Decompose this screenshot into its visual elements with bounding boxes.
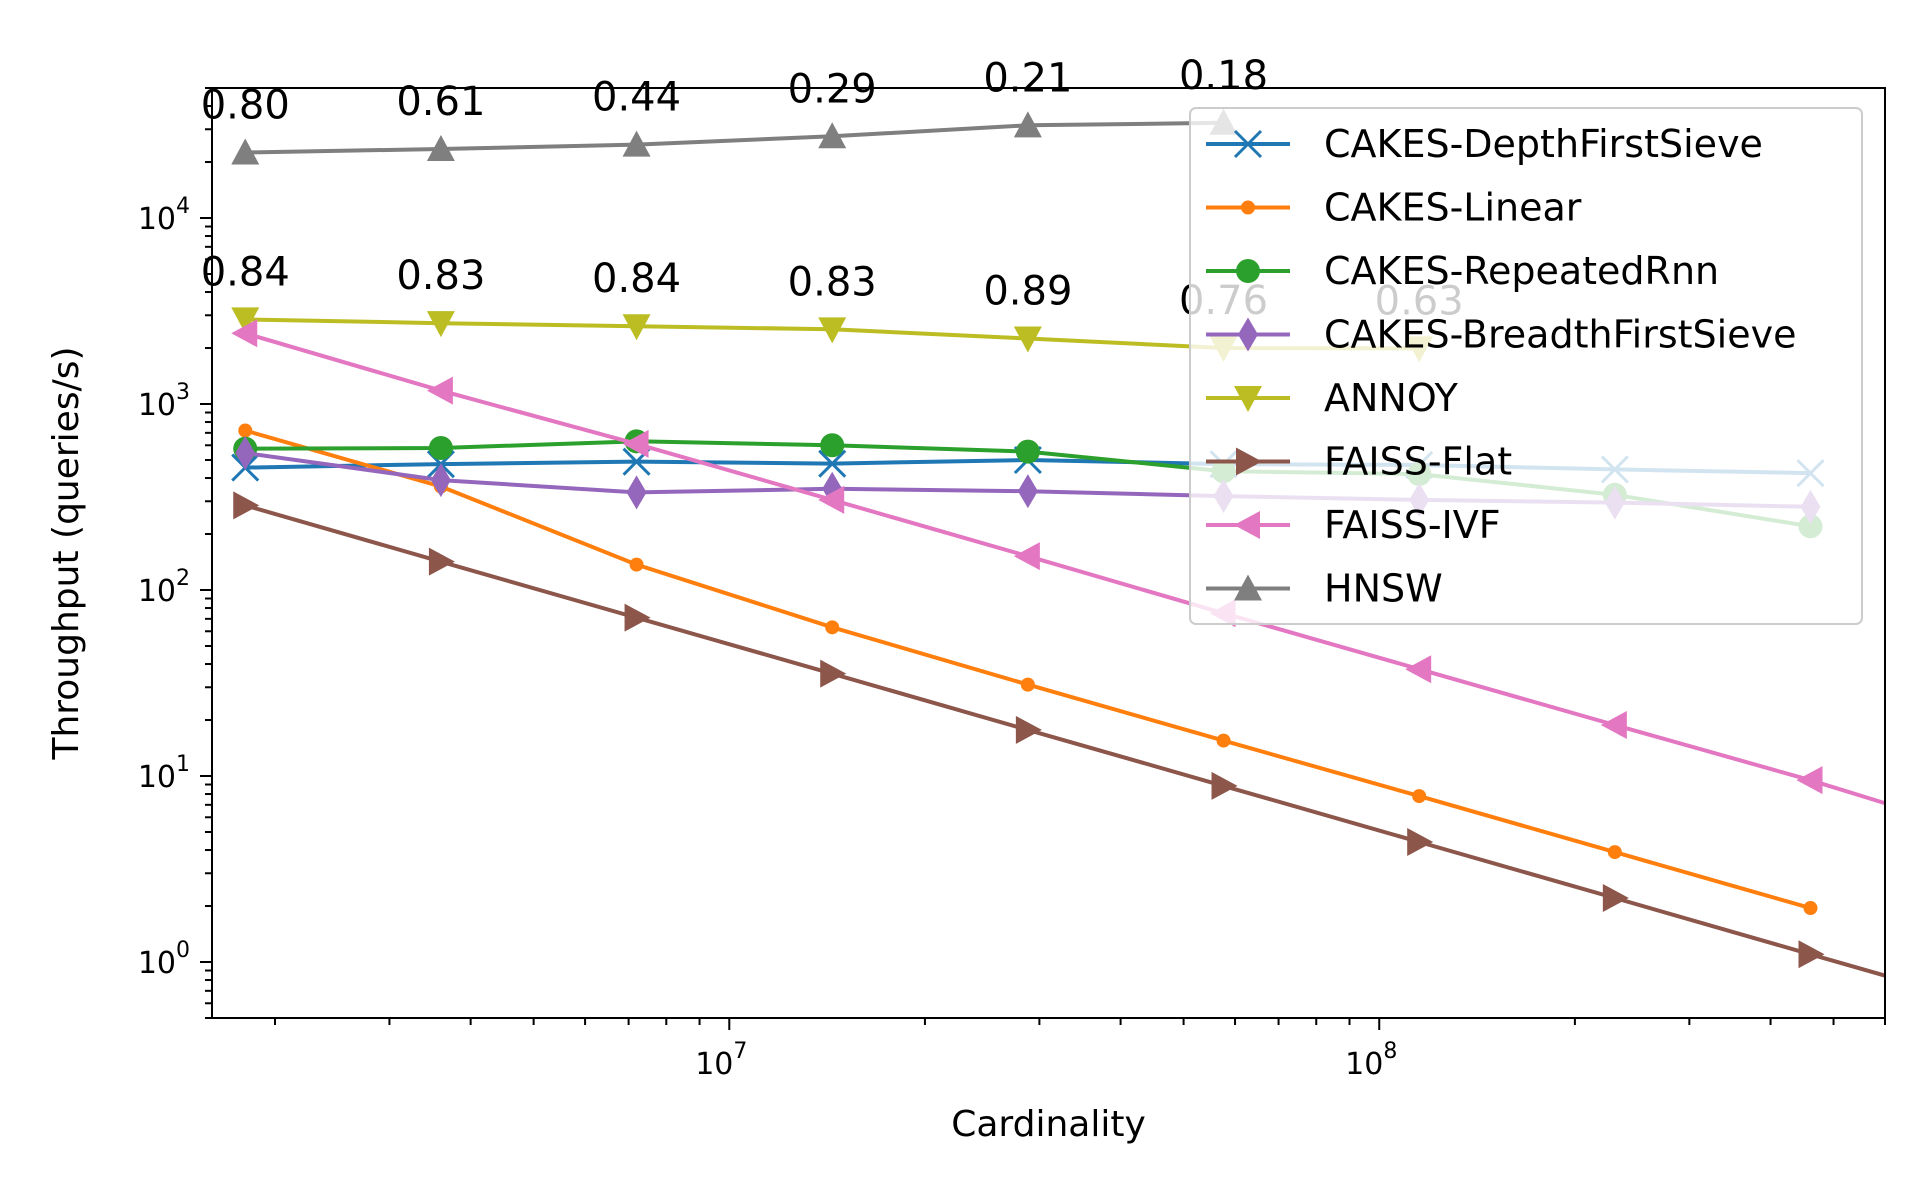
- legend-box: [1189, 107, 1863, 625]
- data-point-cakes-breadthfirstsieve: [626, 475, 647, 510]
- x-tick-label: 108: [1345, 1039, 1397, 1082]
- recall-label: 0.83: [788, 259, 877, 305]
- legend-item-faiss-flat: FAISS-Flat: [1206, 440, 1512, 484]
- data-point-cakes-linear: [825, 620, 840, 635]
- data-point-faiss-ivf: [426, 376, 453, 405]
- data-point-hnsw: [1013, 111, 1042, 138]
- data-point-faiss-flat: [1211, 771, 1238, 800]
- x-tick-label: 107: [695, 1039, 747, 1082]
- data-point-annoy: [426, 311, 455, 338]
- data-point-hnsw: [426, 134, 455, 161]
- data-point-faiss-ivf: [1405, 655, 1432, 684]
- data-point-cakes-repeatedrnn: [820, 433, 845, 458]
- data-point-hnsw: [231, 138, 260, 165]
- recall-label: 0.84: [201, 249, 290, 295]
- data-point-cakes-repeatedrnn: [428, 436, 453, 461]
- legend-label: CAKES-DepthFirstSieve: [1324, 122, 1763, 166]
- legend-label: ANNOY: [1324, 376, 1459, 420]
- y-tick-label: 103: [138, 380, 190, 423]
- data-point-cakes-breadthfirstsieve: [235, 436, 256, 471]
- data-point-cakes-repeatedrnn: [1015, 439, 1040, 464]
- data-point-cakes-linear: [1216, 733, 1231, 748]
- recall-label: 0.80: [201, 83, 290, 129]
- data-point-faiss-ivf: [622, 429, 649, 458]
- legend-item-hnsw: HNSW: [1206, 567, 1443, 611]
- data-point-faiss-flat: [428, 547, 455, 576]
- data-point-faiss-flat: [1798, 940, 1825, 969]
- data-point-annoy: [622, 314, 651, 341]
- recall-label: 0.84: [592, 256, 681, 302]
- legend-marker-cakes-linear: [1241, 200, 1255, 215]
- y-tick-label: 100: [138, 938, 190, 981]
- data-point-cakes-depthfirstsieve: [818, 449, 847, 478]
- data-point-faiss-flat: [1407, 827, 1434, 856]
- legend-label: CAKES-BreadthFirstSieve: [1324, 313, 1796, 357]
- legend-label: CAKES-Linear: [1324, 186, 1582, 230]
- series-hnsw: [231, 108, 1238, 165]
- data-point-faiss-ivf: [818, 485, 845, 514]
- legend-label: CAKES-RepeatedRnn: [1324, 249, 1719, 293]
- data-point-cakes-linear: [1412, 789, 1427, 804]
- legend-marker-faiss-flat: [1236, 447, 1262, 476]
- legend-marker-annoy: [1234, 386, 1262, 412]
- data-point-faiss-ivf: [1013, 542, 1040, 571]
- axes-frame: [211, 87, 1886, 1019]
- legend-marker-faiss-ivf: [1234, 511, 1260, 539]
- axes: 100 101 102 103 104 107 108 Cardinality Throughp…: [46, 87, 1886, 1145]
- data-point-faiss-ivf: [1600, 711, 1627, 740]
- series-line-faiss-flat: [244, 503, 1885, 978]
- legend-item-annoy: ANNOY: [1206, 376, 1459, 420]
- data-point-faiss-flat: [820, 659, 847, 688]
- series-line-hnsw: [245, 120, 1224, 155]
- data-point-cakes-linear: [1803, 901, 1818, 916]
- data-point-cakes-breadthfirstsieve: [1017, 474, 1038, 509]
- recall-label: 0.61: [396, 79, 485, 125]
- data-point-faiss-flat: [1015, 715, 1042, 744]
- data-point-faiss-ivf: [1796, 766, 1823, 795]
- series-line-faiss-ivf: [244, 331, 1885, 806]
- legend-marker-cakes-depthfirstsieve: [1233, 129, 1263, 159]
- legend: CAKES-DepthFirstSieve CAKES-Linear CAKES-R…: [1189, 107, 1863, 625]
- data-point-cakes-linear: [1020, 677, 1035, 692]
- recall-label: 0.21: [983, 55, 1072, 101]
- legend-item-cakes-breadthfirstsieve: CAKES-BreadthFirstSieve: [1206, 313, 1796, 357]
- legend-item-cakes-depthfirstsieve: CAKES-DepthFirstSieve: [1206, 122, 1763, 166]
- y-axis-label: Throughput (queries/s): [46, 346, 87, 760]
- legend-marker-cakes-repeatedrnn: [1236, 259, 1260, 283]
- y-tick-label: 101: [138, 752, 190, 795]
- legend-marker-hnsw: [1234, 574, 1262, 601]
- legend-label: HNSW: [1324, 567, 1443, 611]
- recall-label: 0.29: [788, 66, 877, 112]
- data-point-faiss-flat: [624, 603, 651, 632]
- legend-label: FAISS-IVF: [1324, 503, 1501, 547]
- legend-label: FAISS-Flat: [1324, 440, 1512, 484]
- data-point-faiss-flat: [233, 491, 260, 520]
- data-point-faiss-flat: [1602, 883, 1629, 912]
- recall-label: 0.83: [396, 253, 485, 299]
- legend-item-cakes-linear: CAKES-Linear: [1206, 186, 1582, 230]
- data-point-cakes-linear: [629, 557, 644, 572]
- data-point-annoy: [818, 317, 847, 344]
- recall-label: 0.89: [983, 269, 1072, 315]
- series-faiss-flat: [233, 491, 1885, 978]
- legend-marker-cakes-breadthfirstsieve: [1238, 317, 1258, 352]
- y-tick-label: 104: [138, 194, 190, 237]
- data-point-hnsw: [622, 130, 651, 157]
- data-point-cakes-linear: [1607, 845, 1622, 860]
- recall-label: 0.44: [592, 75, 681, 121]
- data-point-cakes-breadthfirstsieve: [430, 463, 451, 498]
- legend-item-cakes-repeatedrnn: CAKES-RepeatedRnn: [1206, 249, 1719, 293]
- y-tick-label: 102: [138, 566, 190, 609]
- data-point-faiss-ivf: [231, 319, 258, 348]
- recall-label: 0.18: [1179, 53, 1268, 99]
- legend-item-faiss-ivf: FAISS-IVF: [1206, 503, 1501, 547]
- data-point-cakes-linear: [238, 423, 253, 438]
- data-point-annoy: [231, 307, 260, 334]
- data-point-annoy: [1013, 326, 1042, 353]
- data-point-hnsw: [818, 122, 847, 149]
- x-axis-label: Cardinality: [951, 1104, 1146, 1145]
